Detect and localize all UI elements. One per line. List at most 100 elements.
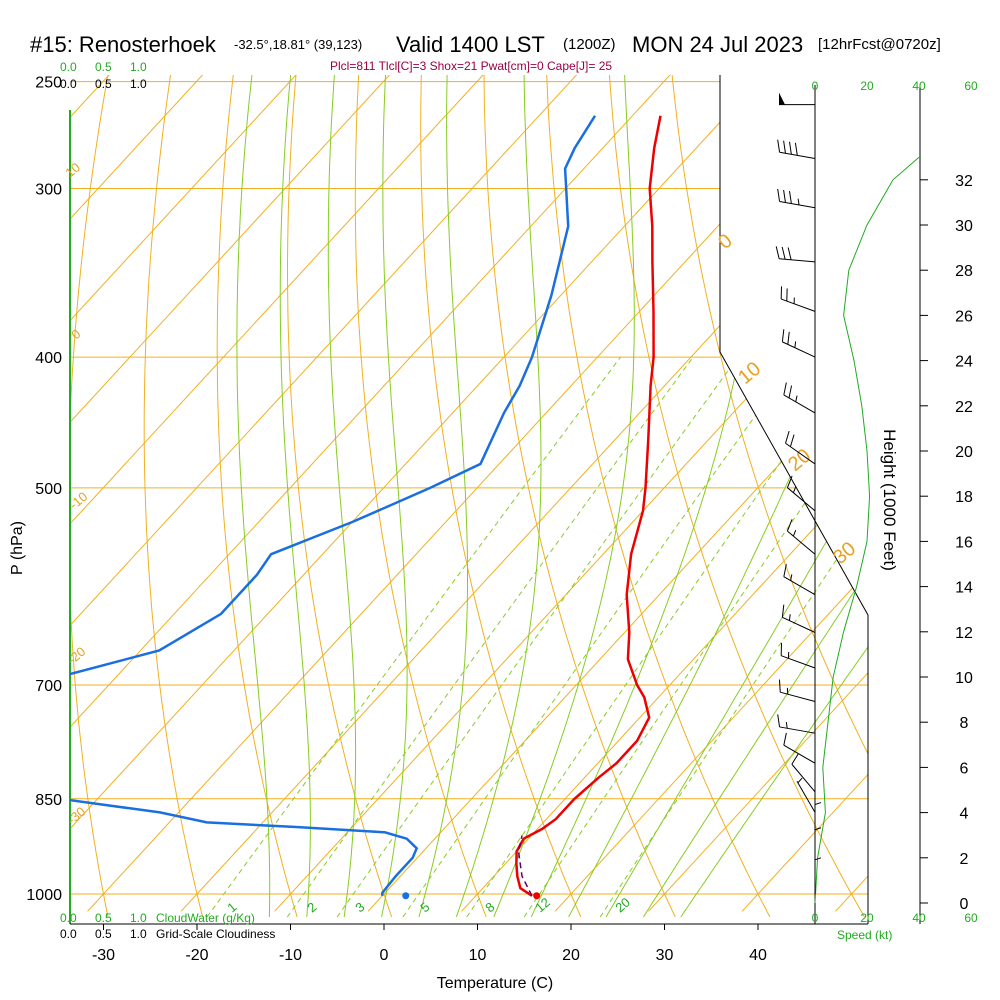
wind-barb-full — [791, 753, 799, 765]
mixing-ratio-line — [206, 356, 621, 918]
wind-barb-half — [797, 198, 800, 205]
profiles — [70, 115, 662, 900]
speed-tick-label-bottom: 60 — [964, 911, 978, 925]
wind-barb-staff — [791, 763, 816, 793]
moist-adiabat-line — [418, 75, 468, 918]
dry-adiabat-label: -20 — [64, 644, 88, 668]
speed-tick-label-top: 20 — [860, 79, 874, 93]
cloudiness-scale-bottom-label: 1.0 — [130, 927, 147, 941]
wind-barb — [779, 92, 815, 106]
dewpoint-line — [70, 115, 597, 896]
moist-adiabat-line — [680, 75, 868, 918]
wind-barb — [780, 286, 816, 312]
diagram-boundary — [719, 75, 869, 924]
wind-barb-full — [783, 732, 787, 746]
wind-barb-staff — [779, 726, 816, 734]
dry-adiabat-label: 0 — [714, 230, 737, 254]
height-tick-label: 24 — [955, 354, 973, 371]
wind-barb-half — [785, 721, 788, 729]
moist-adiabat-line — [455, 75, 542, 918]
dry-adiabat-label: 10 — [734, 358, 765, 389]
cloudiness-scale-bottom-label: 0.0 — [60, 927, 77, 941]
wind-barb-staff — [779, 258, 816, 263]
surface-temp-dot — [533, 892, 541, 900]
height-tick-label: 16 — [955, 534, 973, 551]
speed-tick-label-bottom: 40 — [912, 911, 926, 925]
temp-tick-label: 30 — [656, 947, 674, 964]
isotherm-line — [70, 75, 780, 912]
wind-barb-staff — [783, 576, 816, 596]
moist-adiabat-line — [236, 75, 271, 917]
temp-tick-label: 0 — [380, 947, 389, 964]
mixing-ratio-line — [402, 356, 798, 918]
moist-adiabat-line — [327, 75, 357, 918]
pressure-tick-label: 250 — [35, 75, 62, 92]
wind-barb-full — [777, 188, 781, 202]
temp-tick-label: 20 — [562, 947, 580, 964]
speed-tick-label-top: 40 — [912, 79, 926, 93]
wind-barb-staff — [783, 394, 816, 414]
wind-barb-full — [789, 434, 795, 447]
dry-adiabat-label: -30 — [64, 804, 88, 828]
dry-adiabat-line — [545, 75, 771, 918]
height-tick-label: 0 — [960, 896, 969, 913]
dry-adiabat-line — [420, 75, 582, 918]
wind-barb — [814, 802, 822, 839]
mixing-ratio-line — [599, 356, 868, 918]
temp-tick-label: 10 — [469, 947, 487, 964]
height-tick-label: 32 — [955, 173, 973, 190]
wind-barb-half — [814, 857, 822, 861]
wind-speed-line — [814, 156, 920, 904]
speed-axis-label: Speed (kt) — [837, 928, 892, 942]
height-tick-label: 22 — [955, 399, 973, 416]
wind-barb — [785, 431, 816, 465]
dry-adiabat-line — [856, 75, 868, 918]
cloudiness-scale-top-label: 0.0 — [60, 77, 77, 91]
isotherm-line — [87, 75, 868, 912]
profiles-clipped — [70, 115, 662, 897]
isotherm-line — [70, 75, 500, 912]
speed-tick-label-top: 60 — [964, 79, 978, 93]
station-name: #15: Renosterhoek — [30, 32, 217, 57]
wind-barb-full — [787, 247, 792, 260]
wind-barb-full — [787, 331, 790, 345]
isotherm-line — [367, 75, 868, 912]
height-axis-label: Height (1000 Feet) — [880, 429, 899, 571]
wind-barb-staff — [796, 780, 816, 813]
wind-barb — [783, 732, 816, 764]
wind-barb-half — [790, 574, 793, 581]
wind-barb-staff — [782, 616, 816, 633]
isotherm-line — [274, 75, 868, 912]
wind-barb-staff — [781, 298, 816, 312]
wind-barb-full — [777, 139, 781, 153]
wind-barb-full — [789, 141, 792, 155]
pressure-tick-label: 500 — [35, 481, 62, 498]
mixing-ratio-label: 2 — [304, 899, 319, 915]
dry-adiabat-line — [669, 75, 868, 918]
pressure-tick-label: 300 — [35, 182, 62, 199]
cloud-scale-bottom-label: 0.5 — [95, 911, 112, 925]
mixing-ratio-line — [336, 356, 739, 918]
wind-barb-full — [783, 564, 787, 577]
dry-adiabat-line — [287, 75, 393, 918]
wind-barb-staff — [783, 744, 816, 764]
wind-barb-staff — [779, 200, 816, 209]
wind-barb-full — [775, 246, 780, 259]
wind-barb — [775, 246, 816, 263]
wind-barb-full — [778, 679, 781, 693]
isotherm-line — [554, 75, 868, 912]
surface-dewpoint-dot — [402, 892, 410, 900]
wind-barb-full — [783, 140, 786, 154]
wind-barb — [786, 519, 816, 555]
x-axis-label: Temperature (C) — [437, 975, 553, 992]
temp-tick-label: -30 — [92, 947, 115, 964]
isotherm-line — [70, 75, 406, 912]
wind-barb — [783, 564, 816, 596]
cloud-scale-bottom-label: 0.0 — [60, 911, 77, 925]
wind-barb-full — [786, 519, 793, 532]
zulu-time: (1200Z) — [563, 36, 616, 53]
isotherm-line — [0, 58, 31, 912]
height-tick-label: 4 — [960, 806, 969, 823]
wind-barb — [796, 777, 816, 813]
